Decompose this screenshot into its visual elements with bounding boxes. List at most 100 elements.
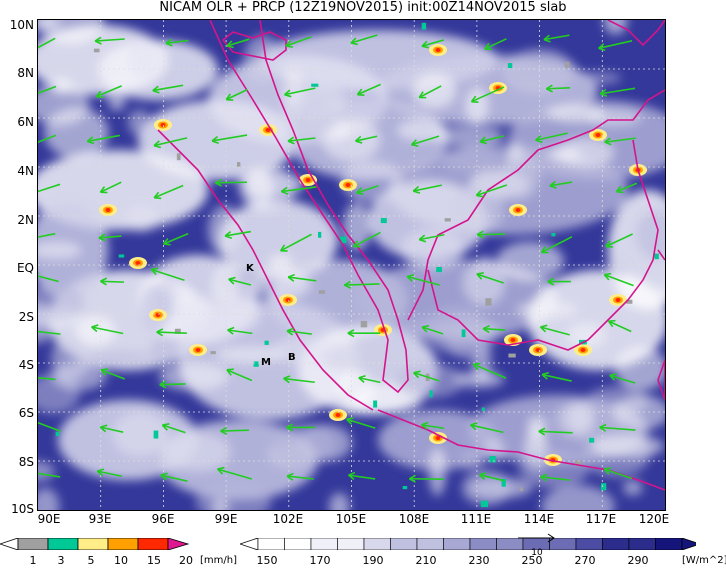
precip-cell bbox=[436, 266, 442, 273]
precip-colorbar-segment bbox=[107, 538, 139, 550]
olr-colorbar-segment bbox=[363, 538, 391, 550]
wind-vector bbox=[165, 38, 189, 47]
cloud-blob bbox=[318, 343, 391, 372]
lat-label-8n: 8N bbox=[17, 66, 34, 80]
cloud-blob bbox=[506, 55, 579, 88]
wind-vector bbox=[598, 40, 633, 52]
lon-label-114e: 114E bbox=[523, 512, 555, 526]
precip-tick-20: 20 bbox=[179, 554, 193, 567]
cloud-blob bbox=[38, 487, 60, 510]
cloud-blob bbox=[615, 346, 665, 391]
precip-cell bbox=[421, 22, 427, 30]
wind-vector bbox=[160, 472, 188, 482]
cloud-blob bbox=[541, 485, 615, 510]
precip-cell bbox=[210, 351, 216, 355]
place-label-m: M bbox=[261, 357, 271, 368]
lat-label-4s: 4S bbox=[18, 358, 34, 372]
olr-colorbar-segment bbox=[469, 538, 497, 550]
wind-vector bbox=[161, 422, 186, 434]
precip-cell bbox=[135, 261, 141, 265]
precip-cells bbox=[55, 22, 659, 508]
olr-tick-150: 150 bbox=[256, 554, 278, 567]
wind-vector bbox=[478, 472, 505, 482]
precip-cell bbox=[311, 83, 319, 87]
cloud-blob bbox=[343, 202, 371, 251]
wind-vector bbox=[162, 232, 189, 246]
cloud-blob bbox=[271, 336, 335, 365]
precip-tick-15: 15 bbox=[147, 554, 161, 567]
precip-cell bbox=[515, 208, 521, 212]
map-title: NICAM OLR + PRCP (12Z19NOV2015) init:00Z… bbox=[159, 0, 567, 15]
cloud-blob bbox=[336, 369, 375, 413]
wind-vector bbox=[355, 184, 379, 195]
wind-vector bbox=[100, 277, 125, 286]
precip-cell bbox=[118, 254, 125, 258]
precip-cell bbox=[380, 218, 387, 224]
lon-label-99e: 99E bbox=[214, 512, 238, 526]
wind-vector bbox=[547, 277, 571, 286]
lat-label-8s: 8S bbox=[18, 455, 34, 469]
olr-tick-250: 250 bbox=[521, 554, 543, 567]
cloud-blob bbox=[606, 259, 630, 280]
place-label-k: K bbox=[246, 263, 254, 274]
precip-cell bbox=[507, 63, 513, 69]
lat-label-2s: 2S bbox=[18, 310, 34, 324]
coastline-segment bbox=[157, 129, 374, 411]
cloud-blob bbox=[162, 432, 231, 472]
wind-vector bbox=[603, 272, 634, 287]
wind-vector bbox=[38, 85, 57, 95]
wind-vector bbox=[476, 272, 504, 284]
cloud-blob bbox=[127, 109, 151, 135]
wind-vector bbox=[476, 230, 506, 239]
lat-label-6n: 6N bbox=[17, 115, 34, 129]
precip-cell bbox=[489, 456, 496, 463]
olr-precip-map bbox=[38, 20, 665, 510]
wind-vector bbox=[346, 417, 376, 429]
place-label-b: B bbox=[288, 352, 296, 363]
lon-label-108e: 108E bbox=[398, 512, 430, 526]
wind-vector bbox=[95, 85, 122, 99]
cloud-blob bbox=[268, 254, 293, 270]
cloud-blob bbox=[428, 447, 446, 496]
wind-vector bbox=[38, 472, 61, 478]
wind-vector bbox=[38, 183, 61, 193]
olr-colorbar-segment bbox=[390, 538, 418, 550]
cloud-blob bbox=[38, 83, 90, 126]
wind-vector bbox=[225, 88, 248, 101]
cloud-blob bbox=[112, 411, 168, 457]
wind-vector bbox=[38, 37, 56, 49]
olr-colorbar-segment bbox=[416, 538, 444, 550]
cloud-blob bbox=[516, 301, 578, 319]
precip-cell bbox=[253, 361, 259, 367]
cloud-blob bbox=[591, 434, 665, 458]
olr-tick-270: 270 bbox=[574, 554, 596, 567]
precip-cell bbox=[318, 231, 322, 238]
wind-vector bbox=[541, 371, 572, 382]
precip-colorbar-segment bbox=[0, 538, 19, 550]
wind-vector bbox=[279, 233, 312, 252]
wind-vector bbox=[287, 273, 317, 282]
wind-vector bbox=[469, 422, 504, 434]
precip-colorbar-segment bbox=[17, 538, 49, 550]
lat-label-10n: 10N bbox=[9, 18, 34, 32]
wind-vector bbox=[615, 182, 638, 194]
lon-label-102e: 102E bbox=[272, 512, 304, 526]
wind-vector bbox=[358, 375, 381, 384]
precip-cell bbox=[264, 340, 269, 345]
cloud-blob bbox=[125, 205, 159, 233]
precip-cell bbox=[153, 430, 159, 439]
lon-label-105e: 105E bbox=[335, 512, 367, 526]
wind-vector bbox=[348, 471, 376, 480]
olr-tick-210: 210 bbox=[415, 554, 437, 567]
wind-vector bbox=[38, 232, 56, 238]
precip-cell bbox=[501, 478, 506, 487]
precip-cell bbox=[580, 348, 586, 352]
precip-tick-3: 3 bbox=[57, 554, 65, 567]
wind-vector bbox=[156, 328, 187, 337]
wind-vector bbox=[418, 233, 445, 243]
wind-vector bbox=[220, 426, 249, 435]
olr-colorbar-segment bbox=[443, 538, 471, 550]
precip-colorbar-segment bbox=[167, 538, 190, 550]
wind-vector bbox=[99, 424, 124, 433]
cloud-blob bbox=[412, 72, 457, 109]
